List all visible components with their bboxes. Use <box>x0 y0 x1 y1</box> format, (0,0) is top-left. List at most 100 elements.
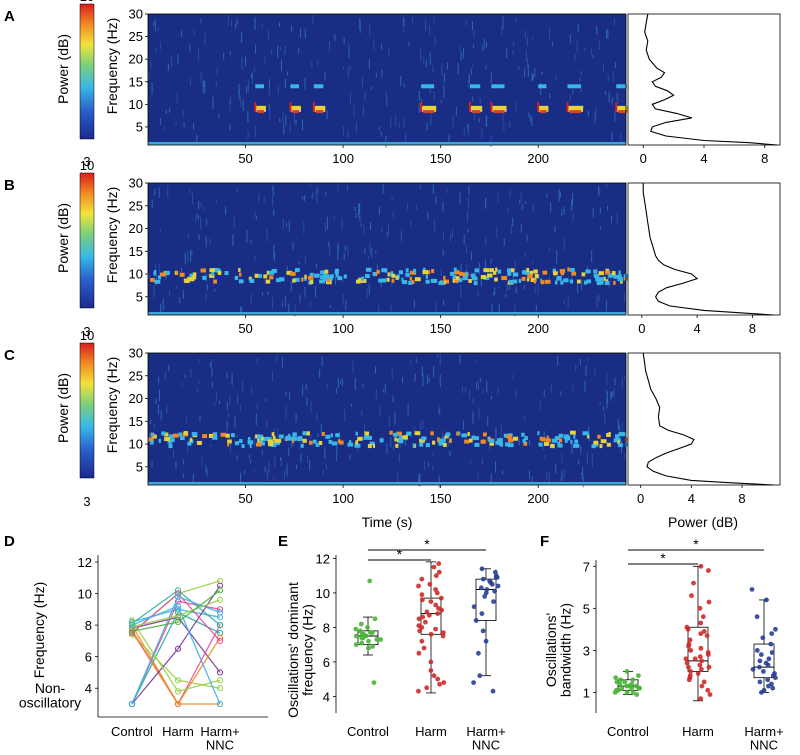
time-tick-label: 100 <box>332 151 354 166</box>
burst-mark <box>540 110 547 114</box>
F-point <box>750 666 756 672</box>
band-mark <box>494 277 498 282</box>
F-point <box>766 656 772 662</box>
band-mark <box>308 440 313 445</box>
time-tick-label: 50 <box>238 491 252 506</box>
d-point <box>216 587 224 594</box>
band-mark <box>618 270 621 275</box>
freq-tick-label: 30 <box>129 176 143 191</box>
band-mark <box>522 438 526 443</box>
band-mark <box>304 276 307 281</box>
band-mark <box>247 436 251 441</box>
colorbar <box>79 342 95 479</box>
band-mark <box>215 268 221 273</box>
band-mark <box>414 431 421 436</box>
E-point <box>428 599 434 604</box>
E-point <box>473 618 479 623</box>
burst-mark <box>421 84 435 89</box>
band-mark <box>452 278 455 283</box>
F-point <box>701 679 707 685</box>
d-category-label: Harm+ NNC <box>200 724 239 753</box>
band-mark <box>445 432 451 437</box>
burst-mark <box>491 105 507 112</box>
colorbar-label: Power (dB) <box>55 203 71 273</box>
E-point <box>480 576 486 582</box>
band-mark <box>587 434 590 439</box>
E-point <box>367 578 373 584</box>
band-mark <box>307 275 314 280</box>
F-category-label: Control <box>607 724 649 739</box>
band-mark <box>430 278 436 283</box>
band-mark <box>191 275 197 280</box>
E-point <box>493 575 499 580</box>
band-mark <box>168 444 173 449</box>
band-mark <box>241 444 245 449</box>
d-y-tick-label: 12 <box>78 555 92 570</box>
freq-tick-label: 15 <box>129 414 143 429</box>
band-mark <box>263 437 268 442</box>
E-point <box>435 676 441 682</box>
F-point <box>697 605 703 611</box>
band-mark <box>551 438 558 443</box>
E-y-tick-label: 10 <box>316 586 330 601</box>
band-mark <box>533 279 537 284</box>
F-point <box>697 654 703 660</box>
band-mark <box>249 443 252 448</box>
band-mark <box>398 439 404 444</box>
band-mark <box>495 267 498 272</box>
band-mark <box>528 270 534 275</box>
band-mark <box>335 268 339 273</box>
band-mark <box>276 278 281 283</box>
F-point <box>706 664 712 670</box>
E-point <box>478 585 484 591</box>
band-mark <box>401 435 405 440</box>
F-point <box>758 652 764 657</box>
band-mark <box>384 268 388 273</box>
E-point <box>371 680 377 685</box>
band-mark <box>238 267 241 272</box>
band-mark <box>421 436 427 441</box>
band-mark <box>217 270 222 275</box>
band-mark <box>443 275 446 280</box>
band-mark <box>324 269 329 274</box>
band-mark <box>585 269 591 274</box>
F-point <box>691 580 696 586</box>
time-axis-label: Time (s) <box>362 514 413 530</box>
d-point <box>174 593 182 600</box>
spectrogram-frame <box>147 352 627 486</box>
text-line: NNC <box>206 738 234 753</box>
band-mark <box>322 277 327 282</box>
band-mark <box>331 441 338 446</box>
E-point <box>435 611 441 616</box>
band-mark <box>471 435 476 440</box>
band-mark <box>309 272 314 277</box>
band-mark <box>598 271 604 276</box>
E-category-label: Harm+ NNC <box>466 724 505 753</box>
band-mark <box>586 279 592 284</box>
band-mark <box>249 278 254 283</box>
band-mark <box>337 439 341 444</box>
d-series-line <box>131 629 221 706</box>
band-mark <box>398 270 404 275</box>
band-mark <box>211 271 214 276</box>
F-point <box>688 648 694 653</box>
psd-frame <box>627 182 781 316</box>
band-mark <box>335 433 340 438</box>
band-mark <box>437 438 444 443</box>
band-mark <box>526 267 530 272</box>
d-point <box>128 622 136 629</box>
F-point <box>686 664 691 670</box>
band-mark <box>606 442 611 447</box>
burst-mark <box>312 102 315 113</box>
band-mark <box>468 438 473 443</box>
band-mark <box>480 275 486 280</box>
band-mark <box>521 276 526 281</box>
band-mark <box>474 442 480 447</box>
band-mark <box>330 433 333 438</box>
burst-mark <box>255 84 264 89</box>
E-point <box>471 604 477 610</box>
band-mark <box>285 436 291 441</box>
band-mark <box>399 435 403 440</box>
psd-tick-label: 8 <box>761 151 768 166</box>
d-series-line <box>131 589 221 626</box>
